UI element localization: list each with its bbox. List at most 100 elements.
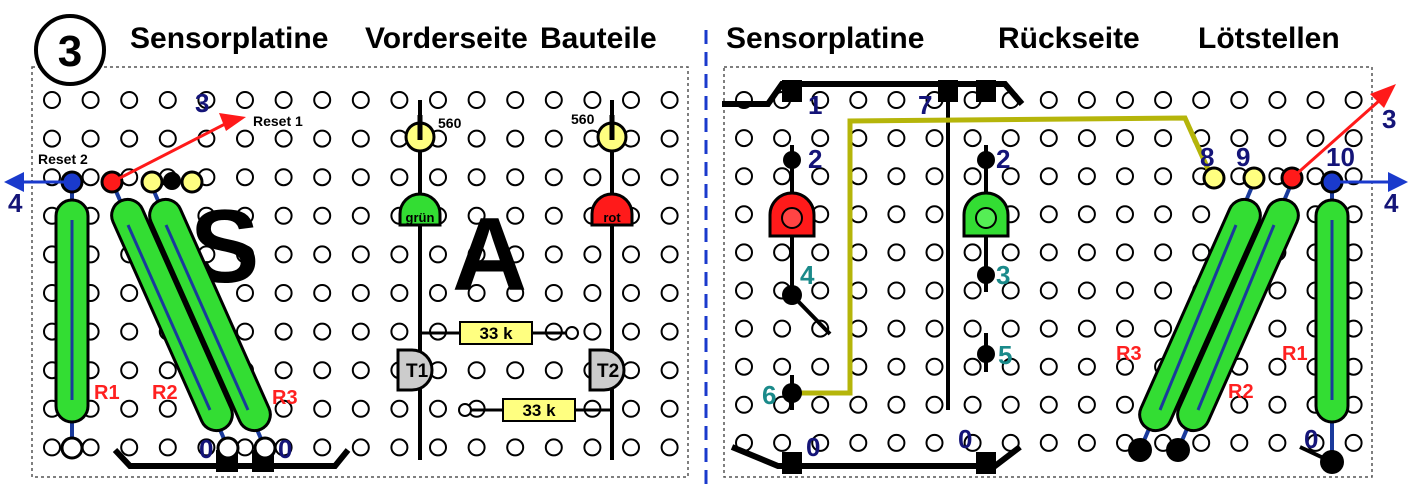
board-hole bbox=[583, 245, 602, 264]
board-hole bbox=[158, 361, 177, 380]
board-hole bbox=[81, 438, 100, 457]
back-olive-wire bbox=[792, 115, 1215, 396]
board-hole bbox=[467, 129, 486, 148]
r3-back-stripe bbox=[1158, 224, 1238, 411]
board-hole bbox=[1268, 281, 1287, 300]
r3-back-label: R3 bbox=[1116, 343, 1142, 365]
r2-front-stripe bbox=[126, 224, 212, 411]
board-hole bbox=[390, 399, 409, 418]
board-hole bbox=[660, 284, 679, 302]
board-hole bbox=[1077, 91, 1096, 109]
led-red-back-lens bbox=[781, 207, 803, 229]
board-hole bbox=[773, 167, 792, 186]
board-hole bbox=[1001, 167, 1020, 186]
board-hole bbox=[735, 281, 753, 300]
board-hole bbox=[120, 399, 139, 418]
back-n3-teal: 3 bbox=[996, 260, 1010, 290]
board-hole bbox=[622, 168, 640, 187]
board-hole bbox=[1306, 91, 1325, 109]
board-hole bbox=[660, 245, 679, 264]
board-hole bbox=[120, 284, 139, 302]
board-hole bbox=[583, 284, 602, 302]
back-n6: 6 bbox=[762, 380, 776, 410]
board-hole bbox=[236, 168, 254, 187]
board-hole bbox=[158, 91, 177, 109]
front-wire-4-label: 4 bbox=[8, 188, 23, 218]
board-hole bbox=[1116, 281, 1134, 300]
back-wire-3-label: 3 bbox=[1382, 104, 1396, 134]
board-hole bbox=[236, 322, 254, 341]
board-hole bbox=[849, 281, 868, 300]
r2-front-label: R2 bbox=[152, 382, 178, 404]
board-hole bbox=[274, 245, 293, 264]
board-hole bbox=[544, 361, 563, 380]
back-pad-2-left bbox=[783, 151, 801, 169]
board-hole bbox=[313, 129, 332, 148]
board-hole bbox=[274, 206, 293, 225]
back-wire-4-arrowhead bbox=[1388, 172, 1408, 192]
board-hole bbox=[1001, 395, 1020, 414]
board-hole bbox=[811, 129, 830, 148]
board-hole bbox=[887, 91, 906, 109]
board-hole bbox=[925, 281, 944, 300]
board-hole bbox=[1077, 357, 1096, 376]
board-hole bbox=[313, 399, 332, 418]
board-hole bbox=[197, 91, 216, 109]
board-hole bbox=[313, 206, 332, 225]
front-title-1: Sensorplatine bbox=[130, 22, 328, 55]
board-hole bbox=[811, 357, 830, 376]
back-wire-3-arrowhead bbox=[1370, 84, 1396, 108]
reset-1-arrowhead bbox=[219, 113, 246, 131]
back-bottom-pad-2 bbox=[976, 452, 996, 474]
board-hole bbox=[887, 167, 906, 186]
board-hole bbox=[390, 284, 409, 302]
back-n2-right: 2 bbox=[996, 144, 1010, 174]
board-hole bbox=[963, 395, 982, 414]
board-hole bbox=[1001, 243, 1020, 262]
board-hole bbox=[351, 284, 370, 302]
board-hole bbox=[351, 399, 370, 418]
board-hole bbox=[1077, 167, 1096, 186]
back-bottom-pad-1 bbox=[782, 452, 802, 474]
board-hole bbox=[1306, 433, 1325, 452]
resistor-33k-bottom-label: 33 k bbox=[522, 401, 556, 420]
board-hole bbox=[236, 245, 254, 264]
board-hole bbox=[313, 322, 332, 341]
back-top-pad-3 bbox=[976, 80, 996, 102]
back-n1: 1 bbox=[808, 90, 822, 120]
board-hole bbox=[1039, 205, 1058, 224]
board-hole bbox=[351, 361, 370, 380]
board-hole bbox=[429, 399, 447, 418]
resistor-33k-bottom bbox=[502, 398, 576, 422]
r3-front-stripe bbox=[164, 224, 250, 411]
board-hole bbox=[351, 206, 370, 225]
board-hole bbox=[887, 205, 906, 224]
reset-1-label: Reset 1 bbox=[253, 113, 303, 129]
board-hole bbox=[81, 168, 100, 187]
board-hole bbox=[887, 129, 906, 148]
front-yellow-hole-1 bbox=[140, 170, 164, 194]
board-hole bbox=[390, 91, 409, 109]
r2-back-label: R2 bbox=[1228, 381, 1254, 403]
board-hole bbox=[925, 129, 944, 148]
board-hole bbox=[887, 357, 906, 376]
board-hole bbox=[735, 319, 753, 338]
board-hole bbox=[120, 91, 139, 109]
led-green-front bbox=[398, 192, 442, 227]
board-hole bbox=[158, 129, 177, 148]
board-hole bbox=[849, 129, 868, 148]
board-hole bbox=[544, 129, 563, 148]
board-hole bbox=[43, 438, 61, 457]
back-n4: 4 bbox=[800, 260, 815, 290]
board-hole bbox=[811, 281, 830, 300]
reset-1-wire bbox=[111, 122, 226, 184]
reset-2-arrowhead bbox=[4, 172, 24, 192]
board-hole bbox=[467, 438, 486, 457]
board-hole bbox=[1268, 357, 1287, 376]
board-hole bbox=[660, 129, 679, 148]
led-red-label: rot bbox=[603, 210, 621, 225]
board-hole bbox=[622, 284, 640, 302]
board-hole bbox=[583, 91, 602, 109]
board-hole bbox=[429, 284, 447, 302]
board-hole bbox=[506, 206, 525, 225]
